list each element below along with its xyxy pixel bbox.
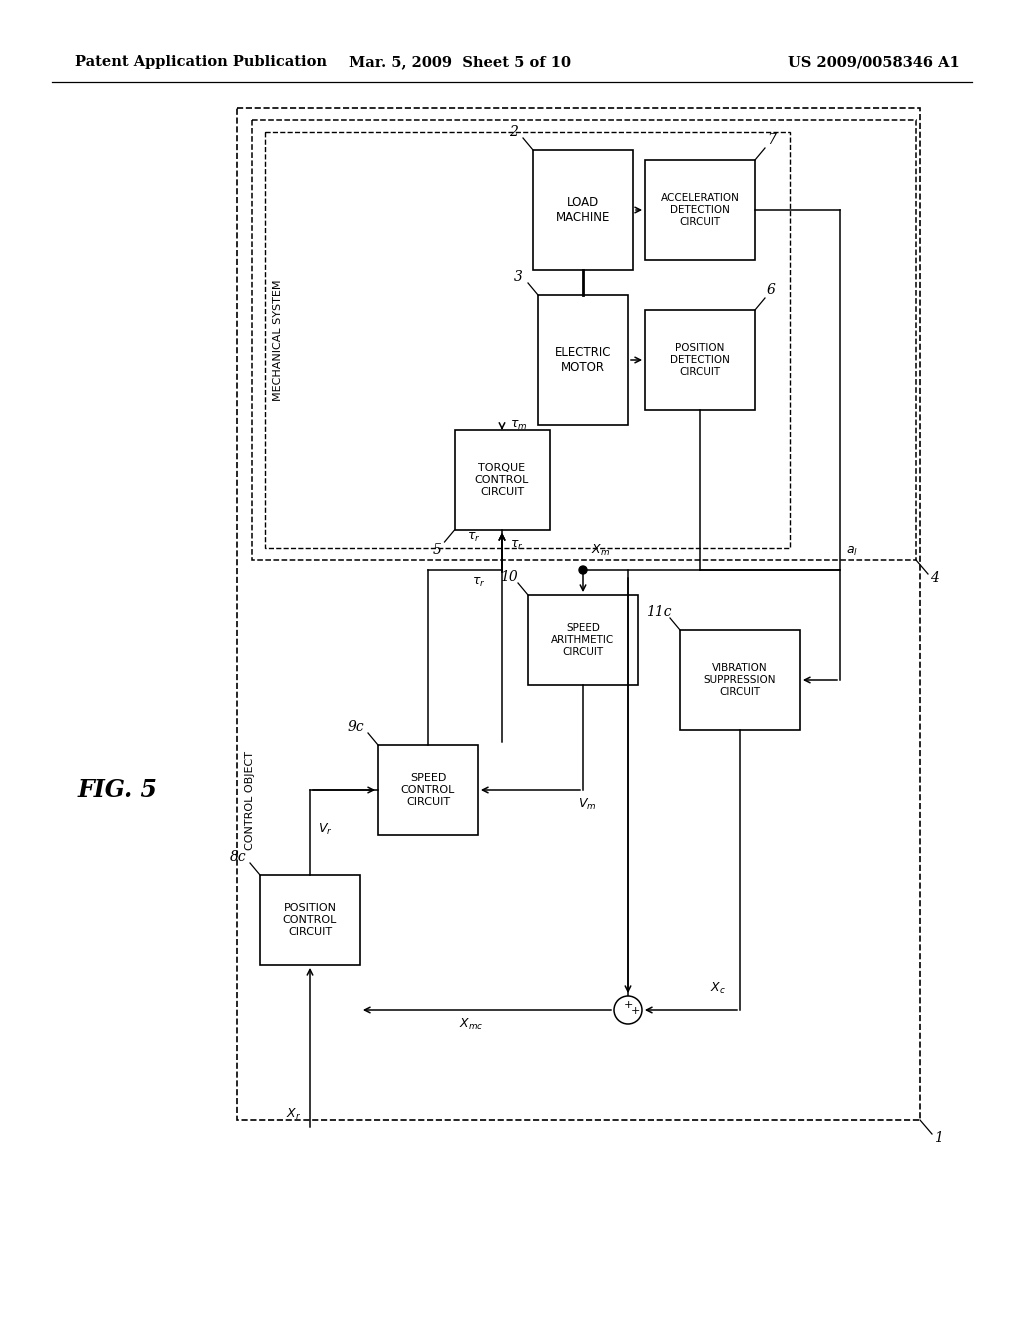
Text: +: +	[624, 1001, 633, 1010]
Circle shape	[579, 566, 587, 574]
Text: $a_l$: $a_l$	[846, 545, 858, 558]
Text: $X_{mc}$: $X_{mc}$	[459, 1016, 483, 1032]
Text: +: +	[631, 1006, 640, 1016]
Text: 2: 2	[509, 125, 518, 139]
Text: $\tau_m$: $\tau_m$	[510, 418, 527, 432]
Bar	[455, 430, 550, 531]
Text: MECHANICAL SYSTEM: MECHANICAL SYSTEM	[273, 280, 283, 401]
Text: VIBRATION
SUPPRESSION
CIRCUIT: VIBRATION SUPPRESSION CIRCUIT	[703, 664, 776, 697]
Text: $\tau_r$: $\tau_r$	[472, 576, 485, 589]
Text: 4: 4	[930, 572, 939, 585]
Text: $X_r$: $X_r$	[286, 1107, 301, 1122]
Text: 1: 1	[934, 1131, 943, 1144]
Text: FIG. 5: FIG. 5	[78, 777, 158, 803]
Text: ELECTRIC
MOTOR: ELECTRIC MOTOR	[555, 346, 611, 374]
Bar	[680, 630, 800, 730]
Circle shape	[614, 997, 642, 1024]
Bar	[528, 595, 638, 685]
Text: $V_m$: $V_m$	[578, 797, 596, 812]
Text: Mar. 5, 2009  Sheet 5 of 10: Mar. 5, 2009 Sheet 5 of 10	[349, 55, 571, 69]
Bar	[645, 160, 755, 260]
Bar	[237, 108, 920, 1119]
Bar	[265, 132, 790, 548]
Text: 10: 10	[500, 570, 518, 583]
Text: POSITION
DETECTION
CIRCUIT: POSITION DETECTION CIRCUIT	[670, 343, 730, 376]
Bar	[252, 120, 916, 560]
Bar	[378, 744, 478, 836]
Text: 9c: 9c	[348, 719, 365, 734]
Text: US 2009/0058346 A1: US 2009/0058346 A1	[788, 55, 961, 69]
Text: 5: 5	[432, 543, 441, 557]
Text: 6: 6	[767, 282, 776, 297]
Text: $\tau_r$: $\tau_r$	[467, 531, 480, 544]
Bar	[260, 875, 360, 965]
Text: $V_r$: $V_r$	[318, 821, 333, 837]
Text: $X_m$: $X_m$	[591, 543, 610, 558]
Text: Patent Application Publication: Patent Application Publication	[75, 55, 327, 69]
Text: LOAD
MACHINE: LOAD MACHINE	[556, 195, 610, 224]
Text: 8c: 8c	[230, 850, 247, 865]
Text: CONTROL OBJECT: CONTROL OBJECT	[245, 751, 255, 850]
Text: 7: 7	[767, 133, 776, 147]
Text: SPEED
ARITHMETIC
CIRCUIT: SPEED ARITHMETIC CIRCUIT	[551, 623, 614, 656]
Text: $X_c$: $X_c$	[710, 981, 726, 997]
Text: 3: 3	[514, 271, 523, 284]
Text: POSITION
CONTROL
CIRCUIT: POSITION CONTROL CIRCUIT	[283, 903, 337, 937]
Bar	[534, 150, 633, 271]
Text: TORQUE
CONTROL
CIRCUIT: TORQUE CONTROL CIRCUIT	[475, 463, 529, 496]
Text: ACCELERATION
DETECTION
CIRCUIT: ACCELERATION DETECTION CIRCUIT	[660, 194, 739, 227]
Bar	[645, 310, 755, 411]
Text: $\tau_r$: $\tau_r$	[510, 539, 523, 552]
Bar	[538, 294, 628, 425]
Text: 11c: 11c	[646, 605, 672, 619]
Text: SPEED
CONTROL
CIRCUIT: SPEED CONTROL CIRCUIT	[400, 774, 456, 807]
